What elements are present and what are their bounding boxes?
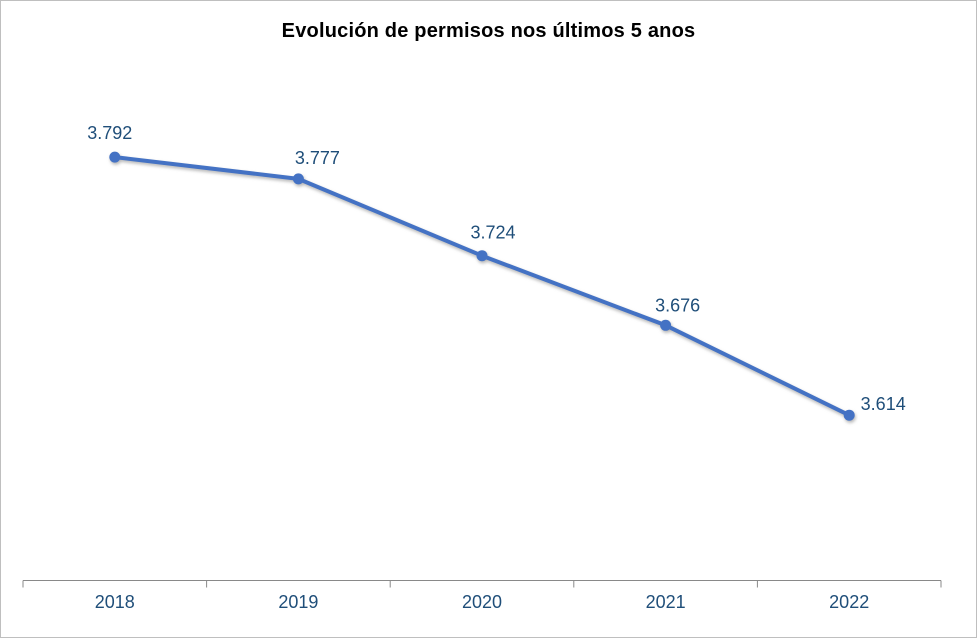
data-point (660, 319, 672, 331)
data-point-label: 3.792 (87, 123, 132, 143)
data-point (109, 151, 121, 163)
data-point-label: 3.724 (470, 223, 515, 243)
x-axis-label: 2021 (646, 592, 686, 612)
x-axis-label: 2019 (278, 592, 318, 612)
data-point (843, 409, 855, 421)
data-point-label: 3.676 (655, 295, 700, 315)
chart-title: Evolución de permisos nos últimos 5 anos (281, 20, 696, 42)
trend-line (112, 155, 852, 418)
series-permisos (109, 151, 855, 421)
x-axis-label: 2022 (829, 592, 869, 612)
data-point-label: 3.614 (861, 394, 906, 414)
data-point-label: 3.777 (295, 148, 340, 168)
x-axis-label: 2018 (95, 592, 135, 612)
data-point (476, 250, 488, 262)
data-point (292, 173, 304, 185)
x-axis-label: 2020 (462, 592, 502, 612)
